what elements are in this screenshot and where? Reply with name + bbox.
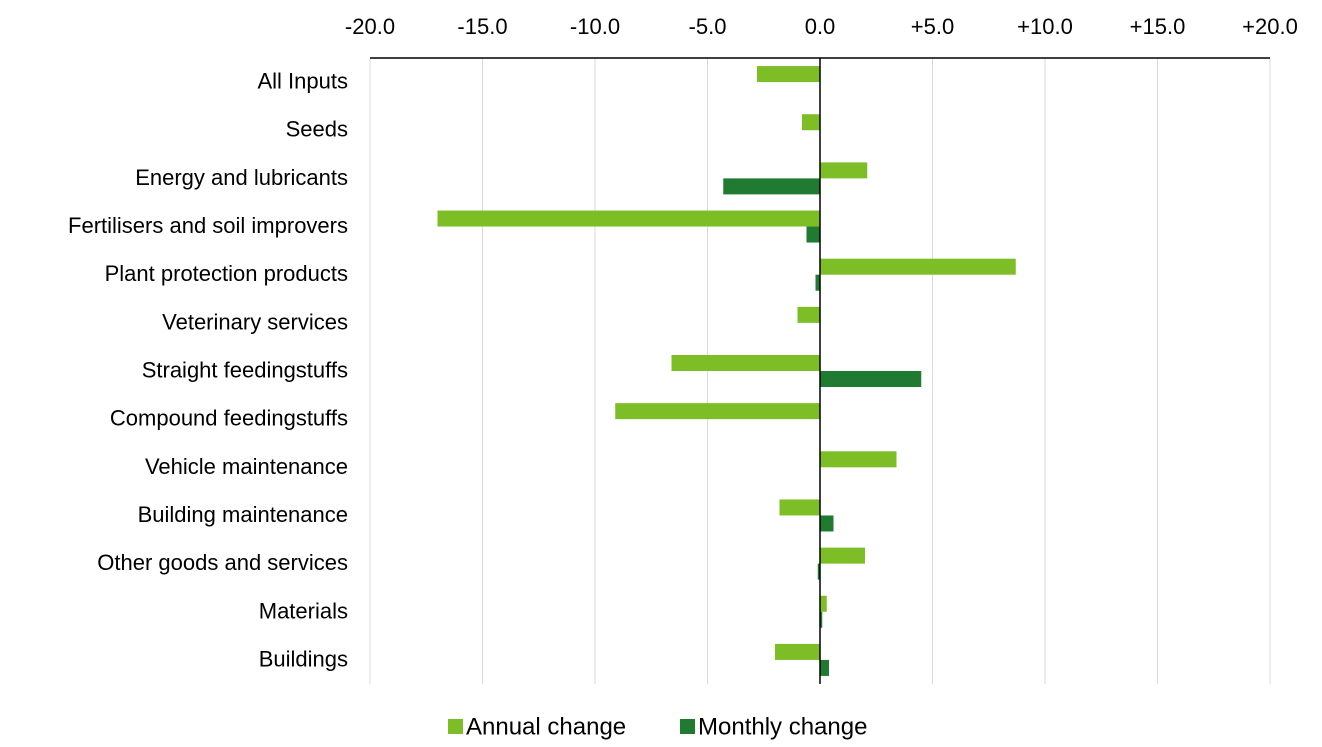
- bar-annual-change: [802, 114, 820, 131]
- legend-label-monthly: Monthly change: [698, 714, 867, 741]
- gridlines: [369, 58, 1271, 684]
- legend-label-annual: Annual change: [466, 714, 626, 741]
- category-label: Straight feedingstuffs: [142, 358, 348, 383]
- x-tick-label: -5.0: [689, 14, 727, 39]
- bars: [437, 66, 1016, 676]
- bar-monthly-change: [815, 274, 820, 291]
- x-tick-label: +5.0: [911, 14, 954, 39]
- category-label: Plant protection products: [105, 261, 348, 286]
- x-tick-label: +10.0: [1017, 14, 1073, 39]
- category-label: Vehicle maintenance: [145, 454, 348, 479]
- category-label: Building maintenance: [138, 502, 348, 527]
- category-label: Buildings: [259, 646, 348, 671]
- bar-annual-change: [820, 547, 865, 564]
- category-label: Veterinary services: [162, 309, 348, 334]
- bar-annual-change: [671, 355, 820, 371]
- x-tick-label: -10.0: [570, 14, 620, 39]
- category-label: Other goods and services: [97, 550, 348, 575]
- category-label: All Inputs: [258, 69, 349, 94]
- bar-monthly-change: [820, 659, 829, 676]
- bar-annual-change: [437, 210, 820, 227]
- bar-annual-change: [775, 643, 820, 660]
- category-label: Materials: [259, 598, 348, 623]
- legend-swatch-monthly: [680, 719, 695, 734]
- bar-monthly-change: [806, 226, 820, 243]
- bar-annual-change: [820, 162, 868, 179]
- bar-annual-change: [820, 451, 897, 468]
- category-label: Compound feedingstuffs: [110, 406, 348, 431]
- bar-annual-change: [779, 499, 820, 516]
- x-tick-label: +15.0: [1130, 14, 1186, 39]
- category-label: Seeds: [286, 117, 348, 142]
- legend-swatch-annual: [448, 719, 463, 734]
- legend: Annual change Monthly change: [448, 714, 867, 741]
- bar-annual-change: [615, 403, 820, 420]
- bar-annual-change: [757, 66, 820, 83]
- x-tick-label: -15.0: [457, 14, 507, 39]
- axes: [370, 57, 1270, 684]
- bar-annual-change: [820, 595, 827, 612]
- category-labels: All Inputs Seeds Energy and lubricants Fert…: [68, 69, 348, 672]
- x-tick-label: -20.0: [345, 14, 395, 39]
- x-tick-label: +20.0: [1242, 14, 1298, 39]
- bar-annual-change: [820, 258, 1016, 275]
- bar-monthly-change: [820, 611, 823, 628]
- bar-monthly-change: [820, 515, 834, 532]
- bar-monthly-change: [820, 371, 922, 387]
- bar-monthly-change: [723, 178, 820, 195]
- category-label: Fertilisers and soil improvers: [68, 213, 348, 238]
- category-label: Energy and lubricants: [135, 165, 348, 190]
- x-tick-label: 0.0: [805, 14, 836, 39]
- bar-annual-change: [797, 306, 820, 323]
- x-axis-tick-labels: -20.0 -15.0 -10.0 -5.0 0.0 +5.0 +10.0 +15.0 +20.…: [345, 14, 1298, 39]
- bar-monthly-change: [817, 563, 820, 580]
